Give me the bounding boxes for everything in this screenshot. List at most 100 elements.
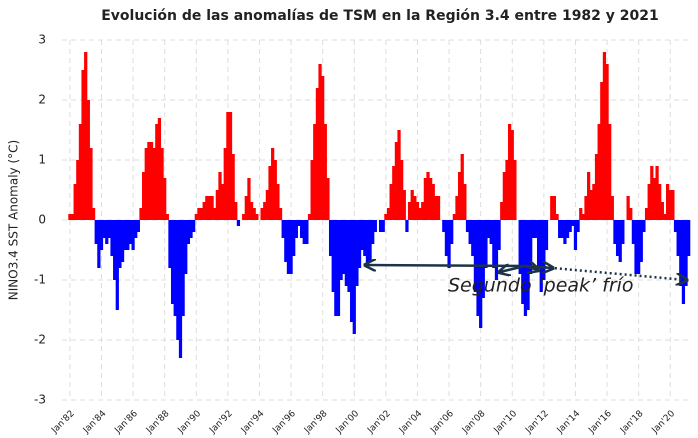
area-segment [78, 124, 83, 220]
area-segment [107, 220, 112, 238]
area-segment [118, 220, 122, 268]
area-segment [226, 112, 230, 220]
area-segment [568, 220, 572, 232]
area-segment [213, 208, 217, 220]
area-segment [621, 220, 625, 244]
area-segment [192, 220, 196, 232]
area-segment [128, 220, 133, 244]
plot-area: -3 -2 -1 0 1 2 3 Jan'82 Jan'84 Jan'86 Jan'88 Jan'90… [34, 33, 691, 437]
area-segment [592, 184, 596, 220]
area-segment [115, 220, 119, 310]
area-segment [523, 220, 528, 316]
area-segment [584, 196, 588, 220]
x-tick-label: Jan'92 [207, 409, 234, 436]
area-segment [644, 208, 649, 220]
area-segment [170, 220, 175, 304]
x-tick-label: Jan'16 [587, 409, 615, 437]
area-segment [110, 220, 114, 256]
area-segment [292, 220, 296, 256]
area-segment [652, 178, 657, 220]
area-segment [447, 220, 451, 268]
x-tick-label: Jan'12 [523, 409, 550, 436]
area-segment [452, 214, 456, 220]
area-segment [326, 178, 330, 220]
area-segment [400, 160, 404, 220]
x-tick-label: Jan'04 [397, 409, 425, 437]
area-segment [505, 160, 509, 220]
area-segment [131, 220, 135, 250]
area-segment [673, 220, 678, 232]
area-segment [518, 220, 522, 274]
area-segment [378, 220, 383, 232]
area-segment [218, 172, 222, 220]
area-segment [429, 178, 433, 220]
area-segment [473, 220, 478, 292]
area-segment [660, 202, 664, 220]
area-segment [386, 208, 391, 220]
area-segment [247, 178, 251, 220]
area-segment [205, 196, 209, 220]
area-segment [531, 220, 535, 238]
x-tick-label: Jan'18 [618, 409, 646, 437]
area-segment [610, 196, 614, 220]
area-segment [394, 142, 399, 220]
area-segment [236, 220, 241, 226]
area-segment [407, 202, 412, 220]
area-segment [318, 64, 322, 220]
area-segment [647, 184, 651, 220]
y-tick-label: 0 [38, 213, 46, 227]
x-tick-label: Jan'10 [492, 409, 520, 437]
area-segment [328, 220, 333, 256]
area-segment [555, 214, 559, 220]
area-segment [423, 178, 427, 220]
area-segment [600, 82, 604, 220]
area-segment [542, 220, 546, 280]
area-segment [73, 184, 77, 220]
area-segment [455, 196, 459, 220]
area-segment [539, 220, 543, 292]
area-segment [120, 220, 125, 262]
area-segment [552, 196, 557, 220]
area-segment [397, 130, 401, 220]
area-segment [339, 220, 343, 280]
area-segment [178, 220, 183, 358]
area-segment [500, 202, 504, 220]
area-segment [679, 220, 683, 286]
area-segment [147, 142, 151, 220]
area-segment [431, 184, 435, 220]
area-segment [513, 160, 517, 220]
x-tick-label: Jan'06 [429, 409, 457, 437]
area-segment [194, 214, 198, 220]
chart-title: Evolución de las anomalías de TSM en la … [101, 8, 659, 24]
area-segment [618, 220, 622, 262]
area-segment [336, 220, 341, 316]
area-segment [589, 190, 593, 220]
area-segment [581, 214, 585, 220]
area-segment [629, 208, 633, 220]
area-segment [521, 220, 525, 304]
area-segment [331, 220, 335, 292]
area-segment [573, 220, 578, 250]
area-segment [313, 124, 317, 220]
area-segment [173, 220, 177, 316]
area-segment [434, 196, 438, 220]
area-segment [97, 220, 101, 268]
area-segment [99, 220, 104, 250]
area-segment [134, 220, 138, 238]
area-segment [215, 190, 219, 220]
y-tick-label: -1 [34, 273, 46, 287]
area-segment [484, 220, 488, 268]
area-segment [149, 142, 154, 220]
area-segment [352, 220, 356, 334]
area-segment [81, 70, 85, 220]
area-segment [410, 190, 414, 220]
y-tick-label: 2 [38, 93, 46, 107]
area-segment [305, 220, 309, 244]
area-segment [244, 196, 248, 220]
area-segment [381, 220, 385, 232]
x-tick-label: Jan'90 [176, 409, 204, 437]
area-segment [157, 118, 162, 220]
area-segment [508, 124, 512, 220]
area-segment [105, 220, 109, 244]
area-segment [363, 220, 367, 256]
